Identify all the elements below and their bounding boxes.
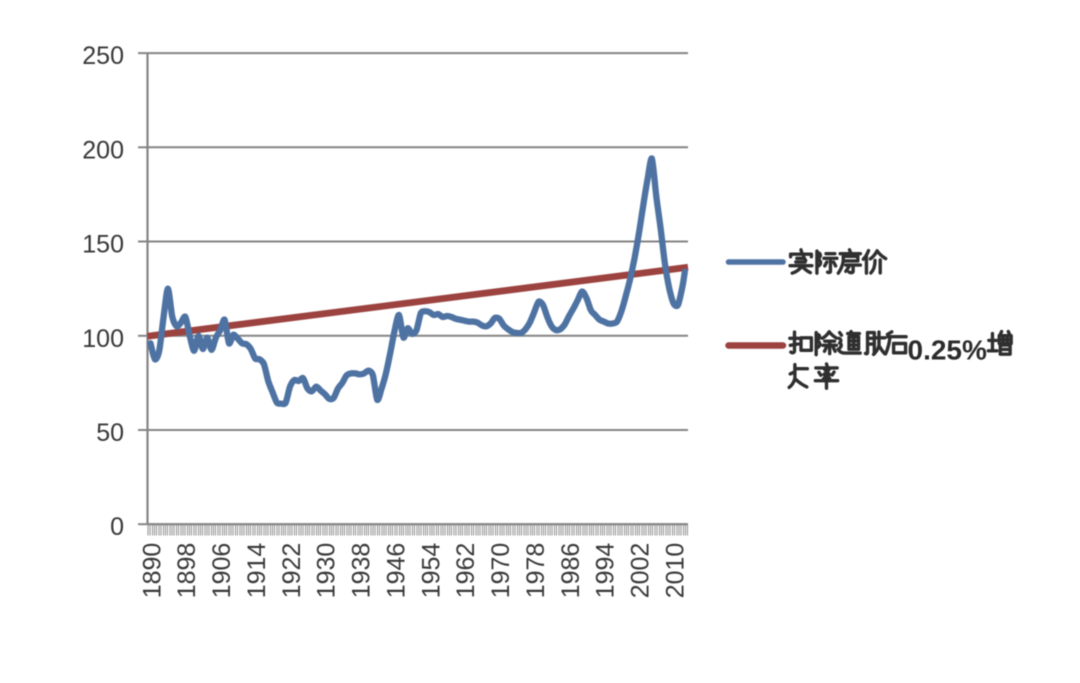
svg-text:1970: 1970 (487, 543, 515, 599)
svg-text:1906: 1906 (208, 543, 236, 599)
svg-text:1922: 1922 (278, 543, 306, 599)
svg-text:200: 200 (82, 136, 124, 164)
svg-text:1914: 1914 (243, 543, 271, 599)
svg-text:50: 50 (96, 419, 124, 447)
svg-text:0.25%: 0.25% (908, 335, 987, 366)
svg-text:1898: 1898 (173, 543, 201, 599)
svg-text:1978: 1978 (522, 543, 550, 599)
svg-text:1938: 1938 (348, 543, 376, 599)
svg-text:1946: 1946 (383, 543, 411, 599)
svg-text:1930: 1930 (313, 543, 341, 599)
svg-text:1994: 1994 (592, 543, 620, 599)
svg-text:1890: 1890 (138, 543, 166, 599)
svg-text:0: 0 (110, 513, 124, 541)
svg-text:1954: 1954 (417, 543, 445, 599)
svg-text:1986: 1986 (557, 543, 585, 599)
svg-text:1962: 1962 (452, 543, 480, 599)
svg-text:100: 100 (82, 325, 124, 353)
svg-text:2002: 2002 (627, 543, 655, 599)
svg-text:250: 250 (82, 42, 124, 70)
svg-text:2010: 2010 (662, 543, 690, 599)
svg-text:150: 150 (82, 231, 124, 259)
